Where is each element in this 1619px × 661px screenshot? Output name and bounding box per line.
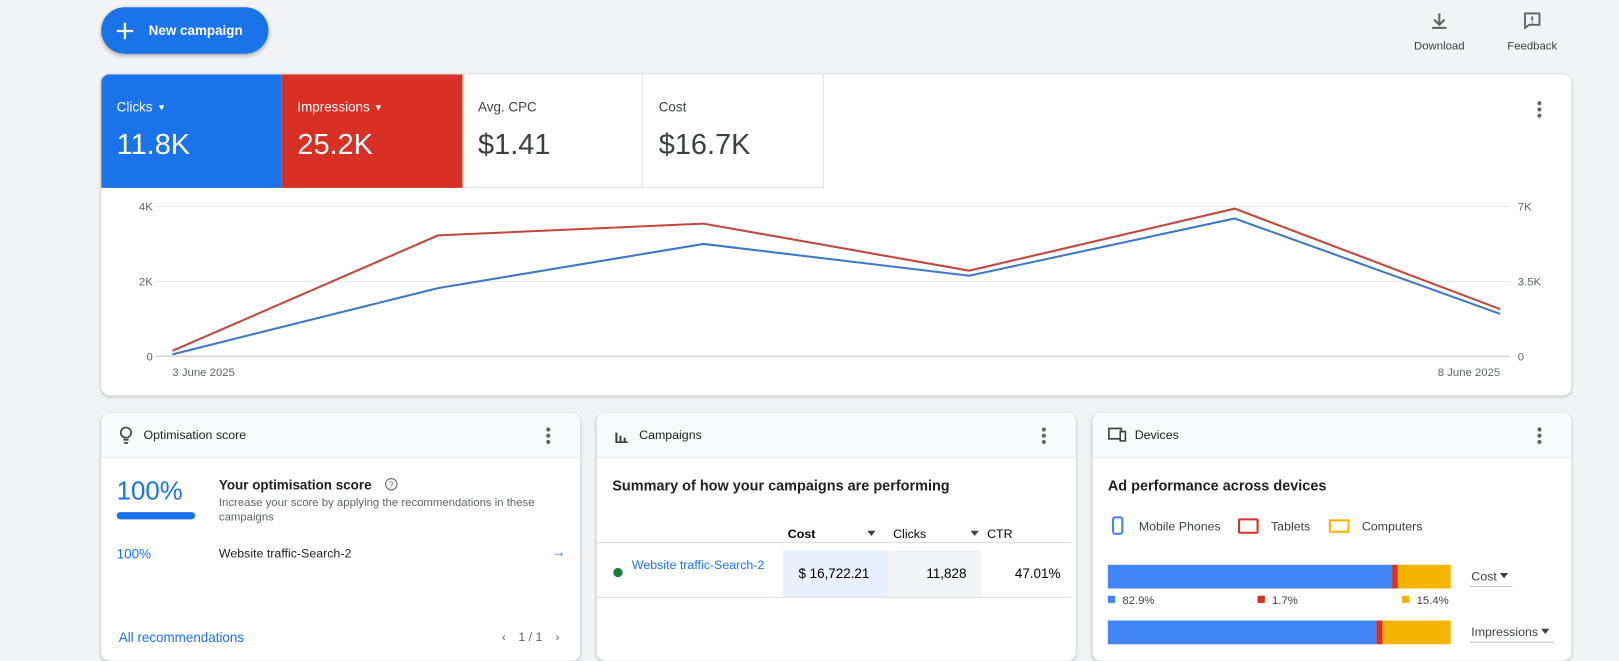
card-subtitle: Ad performance across devices: [1107, 477, 1327, 494]
metric-value: $16.7K: [658, 128, 751, 161]
card-title: Campaigns: [639, 427, 702, 442]
score-heading: Your optimisation score: [218, 477, 372, 493]
card-title: Devices: [1134, 427, 1179, 442]
row-rule: [596, 596, 1072, 598]
cost-cell: $ 16,722.21: [798, 565, 870, 582]
metric-tile[interactable]: Avg. CPC $1.41: [462, 74, 644, 188]
plus-icon: [116, 22, 134, 40]
arrow-icon[interactable]: →: [551, 543, 566, 560]
card-header: Campaigns: [596, 413, 1076, 459]
download-label: Download: [1414, 40, 1465, 53]
more-menu[interactable]: [543, 425, 553, 446]
legend-icon: [1328, 519, 1350, 533]
metric-value: $1.41: [478, 128, 551, 161]
campaign-link[interactable]: Website traffic-Search-2: [631, 557, 765, 573]
card-title: Optimisation score: [143, 427, 247, 442]
status-dot: [613, 567, 623, 578]
metric-tile[interactable]: Clicks ▼ 11.8K: [101, 74, 282, 188]
device-bar-segment: [1107, 620, 1377, 645]
metric-label: Avg. CPC: [478, 99, 537, 115]
dropdown-arrow: [1541, 628, 1550, 634]
metric-label: Impressions: [297, 99, 370, 115]
metric-selector[interactable]: Cost: [1471, 569, 1497, 583]
header-rule: [596, 542, 1072, 544]
value-label: 82.9%: [1122, 595, 1154, 607]
device-bar-segment: [1397, 564, 1451, 589]
metric-value: 25.2K: [297, 128, 373, 161]
more-menu[interactable]: [1534, 99, 1544, 120]
svg-text:?: ?: [389, 480, 394, 489]
label-swatch: [1107, 595, 1116, 603]
row-campaign[interactable]: Website traffic-Search-2: [218, 546, 352, 561]
metric-tile[interactable]: Impressions ▼ 25.2K: [281, 74, 463, 188]
help-icon[interactable]: ?: [384, 477, 398, 491]
devices-icon: [1108, 427, 1127, 442]
row-score: 100%: [116, 546, 152, 562]
cost-cell-bg: [782, 550, 888, 597]
feedback-label: Feedback: [1507, 40, 1558, 53]
feedback-button[interactable]: Feedback: [1501, 10, 1563, 53]
more-menu[interactable]: [1039, 425, 1049, 446]
download-icon: [1432, 13, 1447, 29]
metric-selector[interactable]: Impressions: [1471, 625, 1538, 639]
clicks-cell: 11,828: [926, 565, 967, 582]
sort-arrows: [867, 530, 979, 536]
download-button[interactable]: Download: [1408, 10, 1470, 53]
legend-label: Mobile Phones: [1139, 520, 1221, 534]
column-header[interactable]: Clicks: [893, 526, 927, 542]
legend-label: Tablets: [1271, 520, 1310, 534]
legend-icon: [1237, 518, 1259, 534]
overview-card: Clicks ▼ 11.8K Impressions ▼ 25.2K Avg. CPC $1.…: [101, 74, 1572, 396]
column-header[interactable]: Cost: [787, 526, 816, 542]
bulb-icon: [119, 426, 132, 444]
dropdown-arrow: ▼: [156, 102, 167, 113]
ctr-cell: 47.01%: [1014, 565, 1061, 582]
card-header: Devices: [1092, 413, 1572, 459]
optimisation-card: Optimisation score 100% Your optimisatio…: [101, 413, 581, 661]
score: 100%: [116, 477, 183, 506]
column-header[interactable]: CTR: [987, 526, 1013, 542]
pager-next[interactable]: ›: [555, 629, 560, 645]
chart-icon: [615, 432, 628, 443]
score-description: Increase your score by applying the reco…: [218, 496, 535, 524]
metric-value: 11.8K: [116, 128, 191, 161]
device-bar-segment: [1107, 564, 1393, 589]
value-label: 15.4%: [1417, 595, 1449, 607]
card-subtitle: Summary of how your campaigns are perfor…: [612, 477, 950, 494]
card-header: Optimisation score: [101, 413, 581, 459]
device-bar-segment: [1392, 564, 1398, 589]
clicks-cell-bg: [887, 550, 981, 597]
legend-label: Computers: [1362, 520, 1423, 534]
legend-item: Computers: [1328, 519, 1423, 534]
metric-tile[interactable]: Cost $16.7K: [643, 74, 824, 188]
new-campaign-button[interactable]: New campaign: [101, 7, 269, 54]
legend-item: Tablets: [1237, 518, 1310, 534]
label-swatch: [1257, 595, 1265, 603]
dashboard: New campaign Download Feedback Clicks ▼ 11…: [101, 7, 1572, 661]
dropdown-arrow: ▼: [373, 102, 383, 113]
legend-icon: [1112, 516, 1124, 535]
value-label: 1.7%: [1272, 595, 1298, 607]
label-swatch: [1402, 595, 1410, 603]
dropdown-arrow: [1499, 573, 1509, 579]
pager-prev[interactable]: ‹: [501, 629, 506, 645]
device-bar-segment: [1376, 620, 1383, 645]
page: New campaign Download Feedback Clicks ▼ 11…: [101, 7, 1572, 661]
metric-label: Clicks: [116, 99, 153, 115]
legend-item: Mobile Phones: [1112, 516, 1221, 535]
pager: 1 / 1: [518, 629, 543, 645]
more-menu[interactable]: [1534, 425, 1544, 446]
campaigns-card: Campaigns Summary of how your campaigns …: [596, 413, 1076, 661]
device-bar-segment: [1382, 620, 1451, 645]
feedback-icon: [1524, 12, 1541, 30]
all-recommendations-link[interactable]: All recommendations: [118, 629, 245, 646]
devices-card: Devices Ad performance across devices Mo…: [1092, 413, 1572, 661]
device-chart: Mobile Phones Tablets Computers 82.9% 1.7% 15…: [1107, 516, 1554, 645]
button-label: New campaign: [148, 22, 243, 39]
metric-label: Cost: [658, 99, 687, 115]
score-bar: [116, 512, 196, 520]
